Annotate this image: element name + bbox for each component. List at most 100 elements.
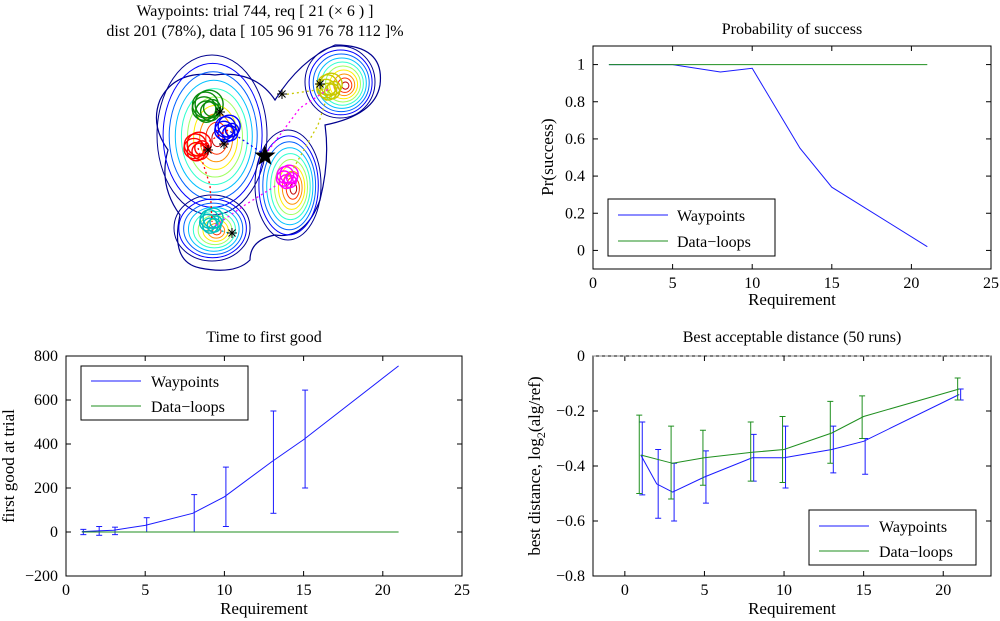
map-contour-ring: [180, 88, 248, 186]
map-contour-ring: [211, 130, 224, 148]
map-trajectory-loop: [316, 78, 336, 99]
prob-axes-box: [592, 45, 992, 270]
map-trajectory-loop: [198, 213, 218, 232]
time-title: Time to first good: [206, 329, 321, 346]
time-xtick-label: 20: [375, 582, 391, 599]
time-xlabel: Requirement: [220, 599, 308, 618]
prob-legend: Waypoints Data−loops: [607, 198, 776, 257]
map-trajectory-loop: [194, 89, 224, 119]
time-ytick-label: −200: [25, 568, 58, 585]
time-xtick-label: 5: [141, 582, 149, 599]
dist-legend: Waypoints Data−loops: [808, 509, 977, 566]
map-waypoint-marker: [228, 229, 236, 237]
time-xtick-label: 0: [62, 582, 70, 599]
time-xtick-label: 15: [296, 582, 312, 599]
dist-legend-waypoints: Waypoints: [879, 519, 947, 536]
time-ytick-label: 200: [34, 480, 58, 497]
time-ytick-label: 0: [50, 524, 58, 541]
dist-ytick-label: −0.6: [556, 513, 585, 530]
map-contour-ring: [183, 202, 244, 255]
dist-legend-box: [808, 509, 977, 566]
map-waypoint-marker: [278, 90, 286, 98]
dist-panel: Best acceptable distance (50 runs) 0 5 10 1…: [525, 329, 992, 618]
prob-legend-dataloops: Data−loops: [677, 234, 751, 251]
prob-legend-waypoints: Waypoints: [677, 208, 745, 225]
map-contour-ring: [312, 53, 370, 113]
map-contour-ring: [270, 153, 311, 221]
dist-ylabel-main: best distance, log: [525, 438, 544, 556]
map-trajectory-loop: [191, 96, 217, 122]
map-contour-ring: [262, 141, 317, 231]
prob-xtick-label: 20: [903, 275, 919, 292]
dist-ticks: 0 5 10 15 20 −0.8 −0.6 −0.4 −0.2 0: [556, 348, 991, 599]
map-outer-contour: [155, 44, 382, 271]
dist-xtick-label: 5: [700, 582, 708, 599]
time-ylabel: first good at trial: [0, 409, 18, 523]
dist-ylabel-sub: 2: [534, 432, 548, 438]
dist-ytick-label: −0.2: [556, 403, 585, 420]
dist-ylabel-tail: (alg/ref): [525, 376, 544, 432]
map-trajectory-loop: [279, 164, 299, 184]
map-title-line2: dist 201 (78%), data [ 105 96 91 76 78 1…: [106, 23, 403, 40]
map-route: [211, 177, 289, 229]
dist-waypoints-line: [640, 394, 960, 493]
time-legend: Waypoints Data−loops: [80, 365, 249, 421]
contour-map: [155, 44, 382, 271]
dist-legend-dataloops: Data−loops: [879, 544, 953, 561]
prob-xtick-label: 0: [589, 275, 597, 292]
map-waypoint-marker: [220, 140, 228, 148]
dist-ytick-label: 0: [577, 348, 585, 365]
prob-ytick-label: 0.4: [565, 168, 585, 185]
dist-ylabel: best distance, log2(alg/ref): [525, 376, 548, 555]
prob-ticks: 0 5 10 15 20 25 0 0.2 0.4 0.6 0.8 1: [565, 46, 999, 292]
time-legend-dataloops: Data−loops: [151, 399, 225, 416]
time-waypoints-line: [81, 365, 399, 533]
map-contour-ring: [168, 71, 258, 201]
time-ytick-label: 400: [34, 436, 58, 453]
time-lines: [80, 365, 399, 536]
dist-lines: [593, 355, 991, 522]
dist-ytick-label: −0.4: [556, 458, 585, 475]
map-title-line1: Waypoints: trial 744, req [ 21 (× 6 ) ]: [136, 3, 373, 20]
prob-title: Probability of success: [722, 21, 862, 38]
map-contour-ring: [174, 79, 253, 193]
prob-panel: Probability of success 0 5 10 15 20 25 0 0.2 0.4…: [538, 21, 999, 309]
prob-ytick-label: 0.6: [565, 131, 585, 148]
map-route: [211, 227, 233, 235]
time-xtick-label: 25: [454, 582, 470, 599]
prob-ytick-label: 1: [577, 57, 585, 74]
map-contour-ring: [266, 147, 314, 226]
dist-dataloops-line: [640, 388, 960, 464]
map-route: [264, 87, 331, 156]
time-panel: Time to first good 0 5 10 15 20 25−2000200400…: [0, 329, 470, 618]
prob-xlabel: Requirement: [748, 290, 836, 309]
dist-xtick-label: 15: [856, 582, 872, 599]
prob-ytick-label: 0.2: [565, 205, 585, 222]
dist-xtick-label: 20: [935, 582, 951, 599]
map-trajectory-loop: [186, 131, 212, 157]
time-ytick-label: 800: [34, 348, 58, 365]
dist-xtick-label: 0: [621, 582, 629, 599]
map-waypoint-marker: [204, 146, 212, 154]
time-axes-box: [65, 355, 463, 577]
dist-ytick-label: −0.8: [556, 568, 585, 585]
map-contour-ring: [258, 135, 319, 236]
map-contour-ring: [178, 198, 247, 259]
dist-xlabel: Requirement: [748, 599, 836, 618]
map-waypoint-marker: [216, 108, 224, 116]
map-contour-ring: [187, 206, 240, 252]
map-trajectory-loop: [217, 114, 241, 138]
map-contour-ring: [308, 49, 373, 116]
time-ytick-label: 600: [34, 392, 58, 409]
map-base-star-icon: [254, 145, 276, 165]
time-legend-box: [80, 365, 249, 421]
prob-lines: [608, 64, 928, 248]
dist-xtick-label: 10: [776, 582, 792, 599]
map-contour-ring: [304, 45, 376, 119]
map-contour-ring: [173, 194, 251, 262]
prob-xtick-label: 25: [983, 275, 999, 292]
map-panel: Waypoints: trial 744, req [ 21 (× 6 ) ] …: [106, 3, 404, 271]
prob-xtick-label: 10: [744, 275, 760, 292]
